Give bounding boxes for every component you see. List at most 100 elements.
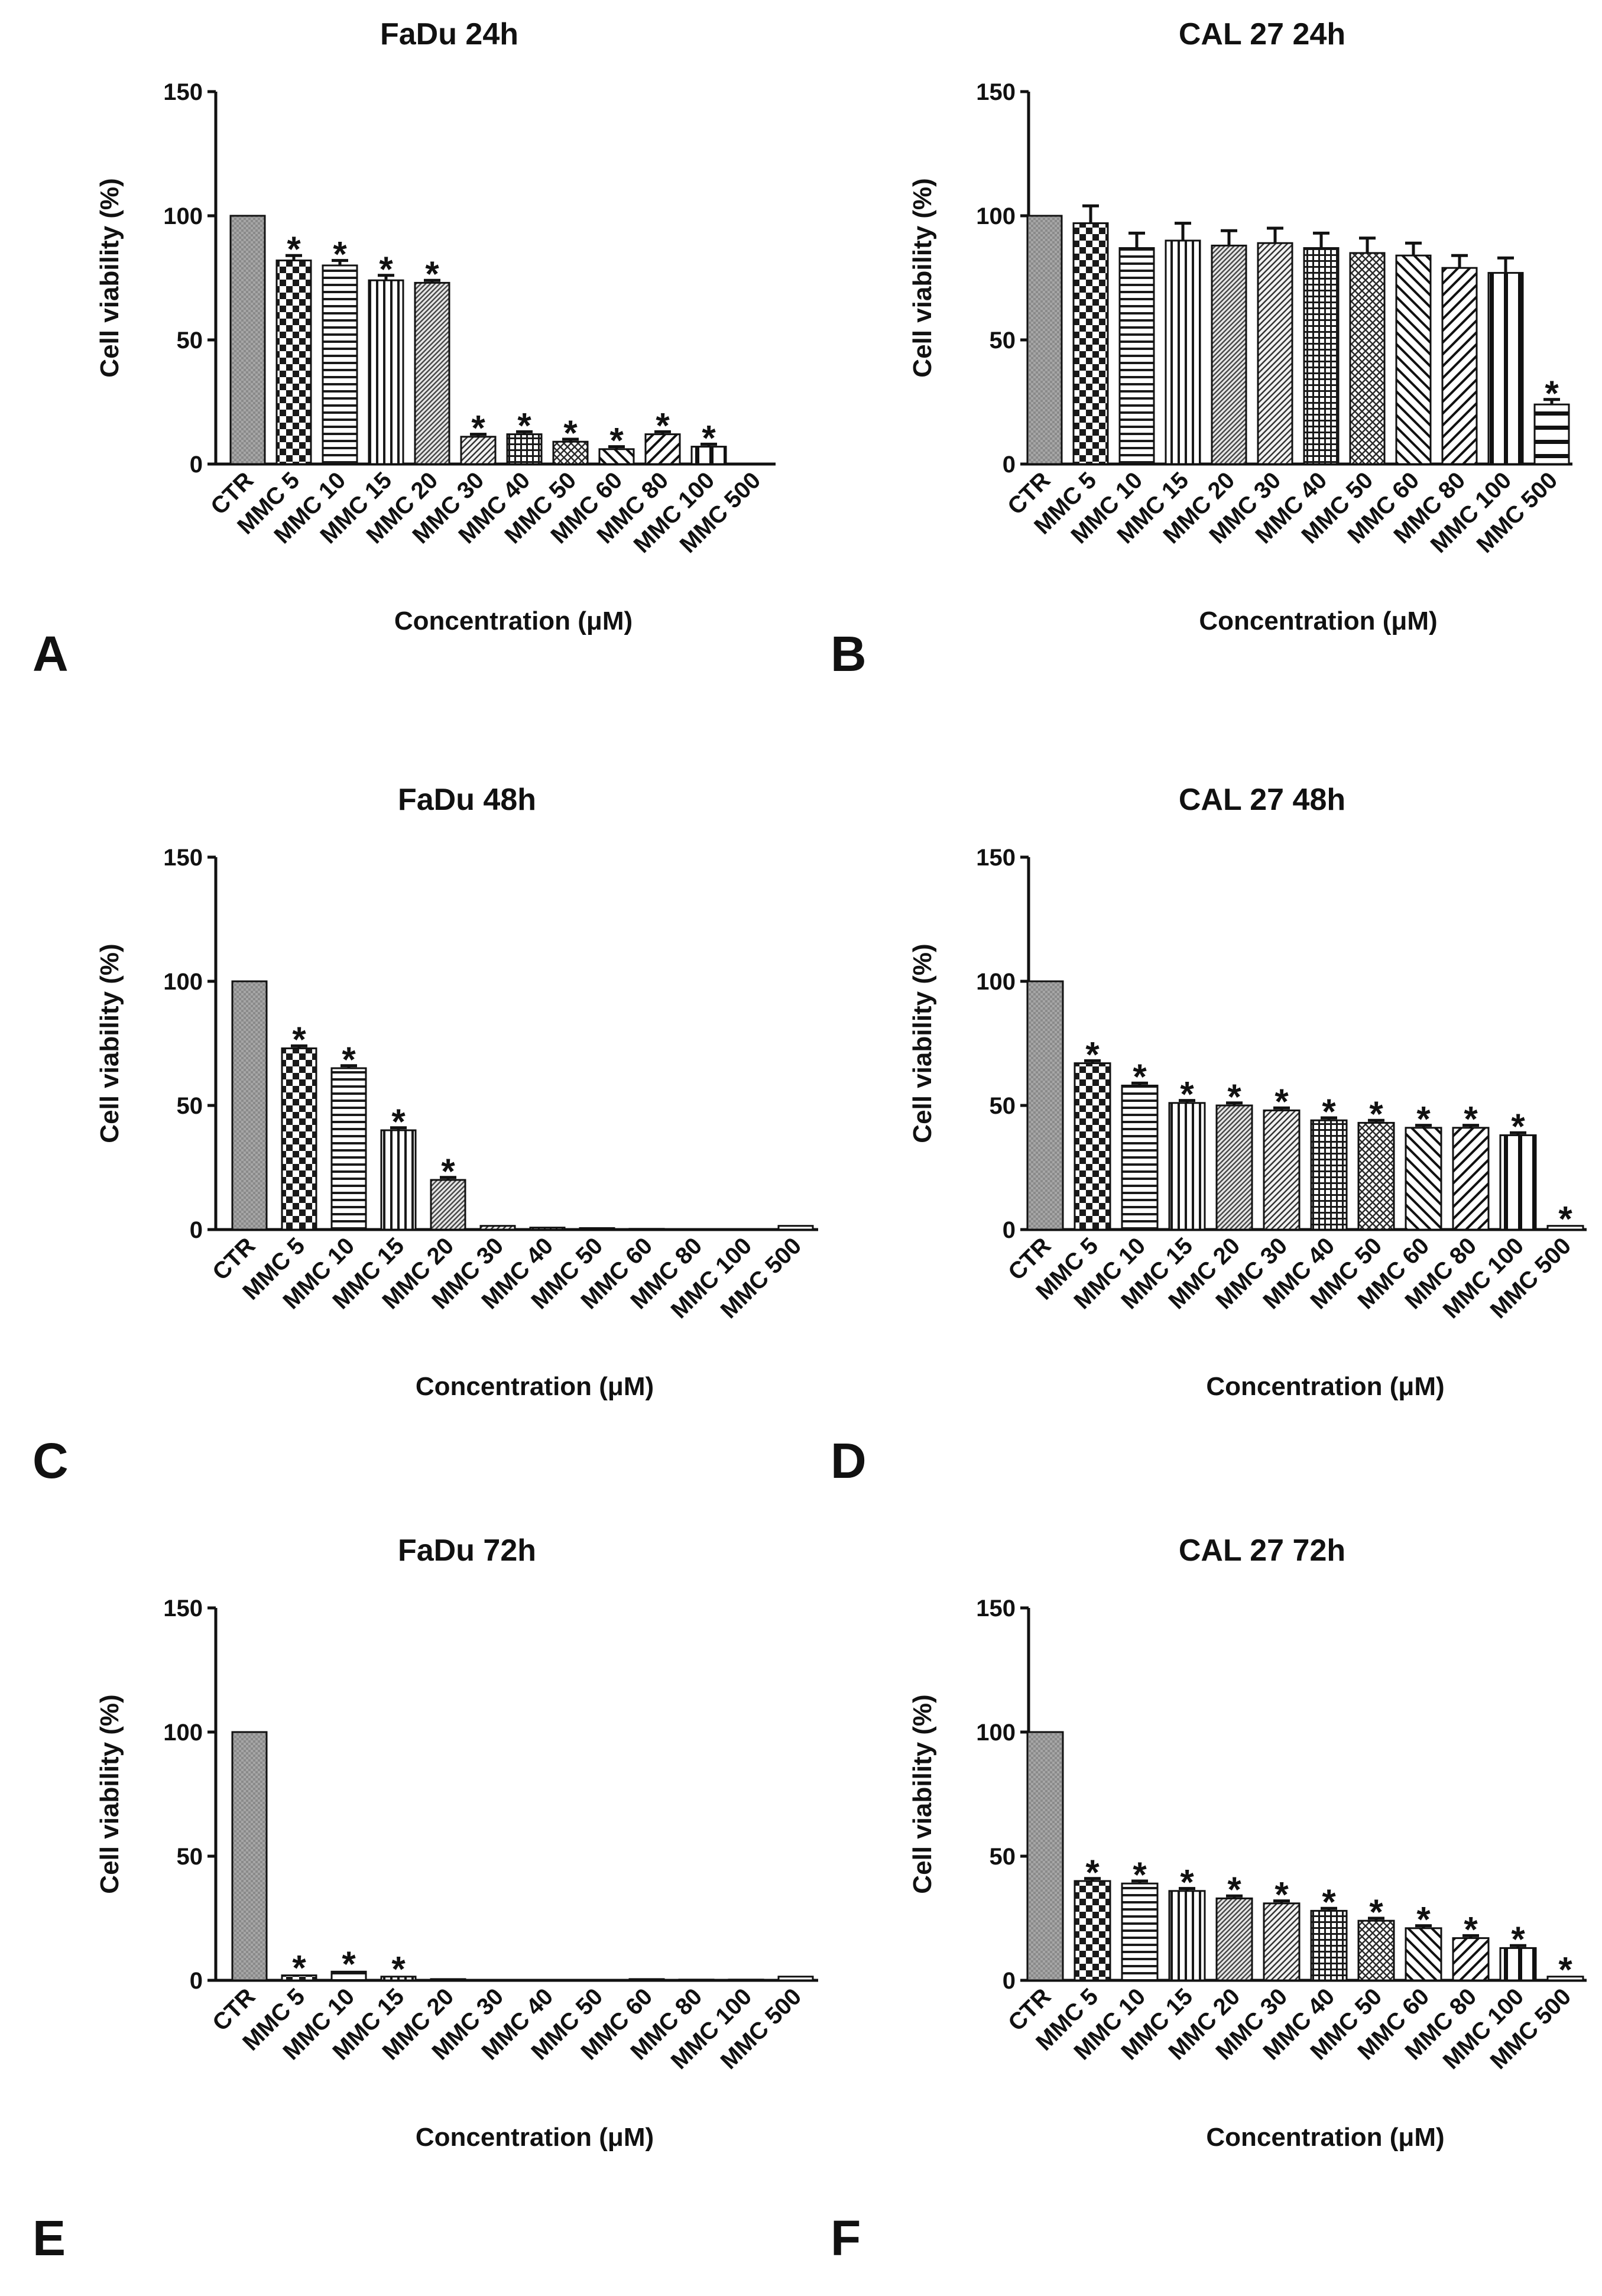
y-tick-label: 100 — [976, 203, 1016, 229]
panel-label: D — [831, 1433, 867, 1488]
bar-mmc-80 — [1452, 1937, 1490, 1982]
bar-mmc-80 — [678, 1228, 715, 1231]
y-axis-label: Cell viability (%) — [95, 178, 124, 377]
bar-mmc-10 — [330, 1970, 367, 1982]
bar-mmc-30 — [1263, 1902, 1301, 1982]
bar-mmc-50 — [1349, 252, 1386, 465]
bar-ctr — [1026, 980, 1064, 1231]
bar-mmc-15 — [1165, 239, 1201, 465]
bar-ctr — [1026, 215, 1063, 465]
significance-star: * — [342, 1040, 356, 1079]
bar-mmc-60 — [598, 448, 635, 465]
bar-mmc-500 — [777, 1225, 814, 1231]
y-axis-label: Cell viability (%) — [95, 1694, 124, 1893]
significance-star: * — [292, 1020, 306, 1059]
bar-mmc-500 — [1546, 1976, 1584, 1982]
significance-star: * — [609, 421, 624, 461]
bar-mmc-60 — [1395, 254, 1432, 465]
y-tick-label: 0 — [1003, 1968, 1016, 1994]
bar-mmc-500 — [777, 1976, 814, 1982]
y-tick-label: 150 — [163, 1595, 203, 1622]
bar-mmc-5 — [275, 260, 312, 465]
significance-star: * — [702, 418, 716, 458]
significance-star: * — [1085, 1853, 1100, 1892]
x-axis-label: Concentration (μM) — [1206, 2123, 1444, 2152]
bar-ctr — [231, 980, 268, 1231]
significance-star: * — [1558, 1950, 1572, 1989]
y-tick-label: 150 — [976, 845, 1016, 871]
bar-mmc-100 — [1499, 1134, 1537, 1231]
significance-star: * — [1227, 1077, 1241, 1117]
bar-mmc-5 — [1074, 1880, 1111, 1982]
bar-mmc-80 — [1441, 267, 1478, 465]
bar-mmc-20 — [430, 1978, 466, 1982]
y-axis-label: Cell viability (%) — [908, 1694, 937, 1893]
chart-title: CAL 27 48h — [1179, 783, 1345, 817]
y-tick-label: 0 — [1003, 452, 1016, 478]
bar-mmc-30 — [479, 1225, 516, 1231]
significance-star: * — [425, 254, 439, 294]
panel-label: E — [33, 2210, 66, 2266]
significance-star: * — [441, 1152, 455, 1191]
y-tick-label: 150 — [976, 1595, 1016, 1622]
significance-star: * — [379, 249, 393, 289]
bar-mmc-40 — [1310, 1909, 1348, 1982]
bar-mmc-30 — [1263, 1109, 1301, 1231]
panel-label: B — [831, 626, 867, 682]
significance-star: * — [1322, 1882, 1336, 1922]
significance-star: * — [471, 408, 485, 448]
significance-star: * — [1275, 1082, 1289, 1121]
chart-title: FaDu 24h — [380, 17, 518, 51]
significance-star: * — [1133, 1855, 1147, 1895]
y-tick-label: 100 — [163, 1720, 203, 1746]
significance-star: * — [292, 1948, 306, 1988]
bar-mmc-100 — [690, 446, 727, 465]
bar-mmc-15 — [380, 1129, 417, 1231]
significance-star: * — [1369, 1892, 1383, 1932]
bar-mmc-80 — [1452, 1127, 1490, 1231]
significance-star: * — [1416, 1100, 1431, 1139]
y-tick-label: 100 — [163, 203, 203, 229]
bar-mmc-50 — [579, 1227, 615, 1231]
bar-mmc-10 — [1121, 1882, 1159, 1982]
significance-star: * — [1369, 1094, 1383, 1134]
panel-label: A — [33, 626, 69, 682]
y-tick-label: 150 — [163, 845, 203, 871]
bar-mmc-10 — [1121, 1084, 1159, 1231]
significance-star: * — [333, 235, 347, 274]
y-tick-label: 50 — [177, 327, 203, 354]
bar-mmc-20 — [430, 1179, 466, 1231]
y-tick-label: 50 — [990, 327, 1016, 354]
y-tick-label: 0 — [190, 1217, 203, 1243]
y-tick-label: 0 — [190, 452, 203, 478]
bar-mmc-100 — [728, 1228, 764, 1231]
significance-star: * — [1085, 1035, 1100, 1074]
significance-star: * — [656, 406, 670, 445]
panel-label: F — [831, 2210, 861, 2266]
y-tick-label: 50 — [177, 1093, 203, 1119]
significance-star: * — [1275, 1875, 1289, 1915]
bar-ctr — [229, 215, 266, 465]
chart-title: CAL 27 24h — [1179, 17, 1345, 51]
chart-title: CAL 27 72h — [1179, 1533, 1345, 1568]
bar-mmc-5 — [281, 1974, 317, 1982]
bar-mmc-30 — [1257, 242, 1293, 465]
y-axis-label: Cell viability (%) — [95, 943, 124, 1143]
y-tick-label: 150 — [976, 79, 1016, 105]
bar-mmc-40 — [506, 433, 543, 465]
significance-star: * — [1464, 1909, 1478, 1949]
significance-star: * — [1322, 1092, 1336, 1131]
bar-mmc-50 — [1357, 1121, 1395, 1231]
bar-ctr — [1026, 1731, 1064, 1982]
bar-mmc-5 — [1072, 222, 1109, 465]
chart-title: FaDu 72h — [398, 1533, 536, 1568]
bar-mmc-15 — [368, 279, 404, 465]
y-tick-label: 100 — [976, 1720, 1016, 1746]
x-axis-label: Concentration (μM) — [416, 2123, 654, 2152]
y-tick-label: 50 — [990, 1844, 1016, 1870]
significance-star: * — [1558, 1199, 1572, 1238]
y-tick-label: 0 — [1003, 1217, 1016, 1243]
panel-label: C — [33, 1433, 69, 1488]
bar-mmc-10 — [322, 264, 358, 465]
